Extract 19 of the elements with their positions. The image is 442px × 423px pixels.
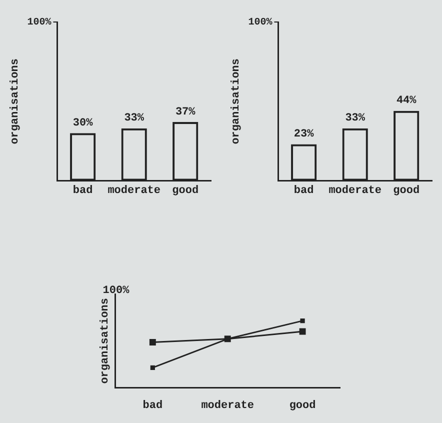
- data-label: 44%: [396, 95, 417, 108]
- x-tick-label: bad: [142, 400, 163, 412]
- data-label: 30%: [72, 117, 94, 130]
- y-axis-title: organisations: [9, 58, 22, 144]
- data-label: 37%: [175, 106, 196, 118]
- x-tick-label: moderate: [328, 185, 382, 198]
- text: 100%: [102, 284, 130, 297]
- x-tick-label: moderate: [201, 400, 254, 412]
- x-tick-label: bad: [294, 185, 314, 198]
- y-axis-title: organisations: [99, 298, 112, 384]
- y-axis-title: organisations: [230, 58, 242, 144]
- x-tick-label: good: [172, 185, 199, 198]
- data-label: 23%: [294, 128, 314, 141]
- data-label: 33%: [124, 112, 144, 125]
- x-tick-label: good: [289, 400, 316, 412]
- x-tick-label: bad: [72, 185, 93, 198]
- x-tick-label: moderate: [108, 185, 161, 198]
- x-tick-label: good: [393, 185, 420, 198]
- data-label: 33%: [345, 112, 366, 125]
